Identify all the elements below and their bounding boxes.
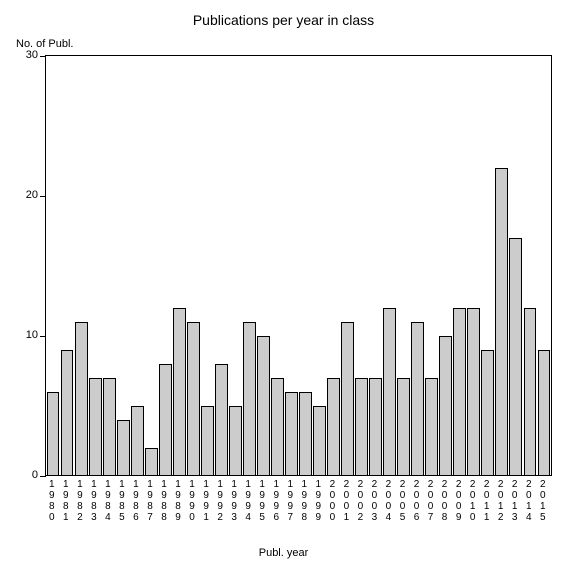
bar: [103, 378, 116, 476]
chart-title: Publications per year in class: [0, 12, 567, 28]
x-tick-label: 1980: [49, 479, 55, 523]
bar: [453, 308, 466, 476]
y-tick: [40, 476, 46, 477]
x-tick-label: 1997: [287, 479, 293, 523]
y-tick-label: 30: [16, 49, 38, 61]
x-tick-label: 1982: [77, 479, 83, 523]
bar: [243, 322, 256, 476]
x-tick-label: 2003: [372, 479, 378, 523]
x-tick-label: 1988: [161, 479, 167, 523]
bar: [538, 350, 551, 476]
bar: [481, 350, 494, 476]
x-tick-label: 1991: [203, 479, 209, 523]
bar: [397, 378, 410, 476]
x-tick-label: 2013: [512, 479, 518, 523]
bar: [524, 308, 537, 476]
bar: [355, 378, 368, 476]
bar: [131, 406, 144, 476]
bar: [425, 378, 438, 476]
chart-container: Publications per year in class No. of Pu…: [0, 0, 567, 567]
x-tick-label: 2012: [498, 479, 504, 523]
bar: [187, 322, 200, 476]
x-tick-label: 1984: [105, 479, 111, 523]
x-tick-label: 2015: [540, 479, 546, 523]
y-tick-label: 0: [16, 469, 38, 481]
y-tick: [40, 196, 46, 197]
x-tick-label: 2011: [484, 479, 490, 523]
bar: [341, 322, 354, 476]
x-tick-label: 1999: [316, 479, 322, 523]
bar: [467, 308, 480, 476]
bar: [313, 406, 326, 476]
bar: [271, 378, 284, 476]
x-tick-label: 1989: [175, 479, 181, 523]
x-tick-label: 1994: [245, 479, 251, 523]
bar: [215, 364, 228, 476]
bar: [229, 406, 242, 476]
bar: [61, 350, 74, 476]
y-tick: [40, 336, 46, 337]
y-tick-label: 10: [16, 329, 38, 341]
x-tick-label: 2009: [456, 479, 462, 523]
plot-area: 0102030: [45, 55, 552, 476]
x-tick-label: 2004: [386, 479, 392, 523]
x-tick-label: 2005: [400, 479, 406, 523]
bar: [495, 168, 508, 476]
bar: [509, 238, 522, 476]
bar: [383, 308, 396, 476]
bar: [201, 406, 214, 476]
bar: [75, 322, 88, 476]
x-tick-label: 1983: [91, 479, 97, 523]
x-tick-label: 1981: [63, 479, 69, 523]
bars-group: [46, 56, 551, 476]
x-axis-label: Publ. year: [0, 547, 567, 559]
x-tick-label: 2001: [344, 479, 350, 523]
bar: [369, 378, 382, 476]
bar: [173, 308, 186, 476]
y-tick-label: 20: [16, 189, 38, 201]
x-tick-label: 2002: [358, 479, 364, 523]
x-tick-label: 1996: [273, 479, 279, 523]
x-tick-label: 1987: [147, 479, 153, 523]
x-axis-baseline: [46, 475, 551, 476]
bar: [159, 364, 172, 476]
x-tick-label: 2008: [442, 479, 448, 523]
x-tick-label: 1998: [302, 479, 308, 523]
x-tick-label: 1986: [133, 479, 139, 523]
x-tick-label: 2000: [330, 479, 336, 523]
bar: [299, 392, 312, 476]
bar: [257, 336, 270, 476]
bar: [411, 322, 424, 476]
bar: [327, 378, 340, 476]
x-tick-label: 1992: [217, 479, 223, 523]
x-tick-label: 2010: [470, 479, 476, 523]
bar: [47, 392, 60, 476]
x-tick-label: 1995: [259, 479, 265, 523]
x-tick-label: 2006: [414, 479, 420, 523]
bar: [439, 336, 452, 476]
y-tick: [40, 56, 46, 57]
x-tick-label: 1993: [231, 479, 237, 523]
bar: [117, 420, 130, 476]
x-tick-label: 2007: [428, 479, 434, 523]
x-tick-label: 2014: [526, 479, 532, 523]
bar: [285, 392, 298, 476]
bar: [145, 448, 158, 476]
x-tick-label: 1985: [119, 479, 125, 523]
bar: [89, 378, 102, 476]
x-tick-label: 1990: [189, 479, 195, 523]
